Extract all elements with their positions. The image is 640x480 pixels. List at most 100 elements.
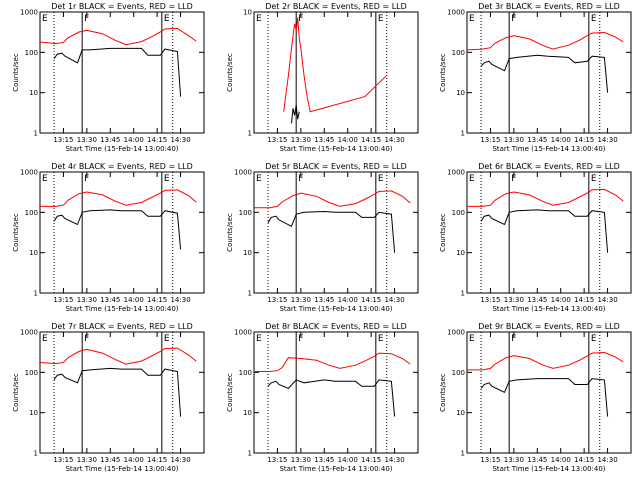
x-tick-label: 14:00	[551, 456, 571, 464]
y-tick-label: 100	[25, 369, 38, 377]
x-tick-label: 13:45	[100, 456, 120, 464]
x-tick-label: 13:15	[53, 296, 73, 304]
x-tick-label: 14:30	[170, 456, 190, 464]
chart-panel-5: Det 5r BLACK = Events, RED = LLD 1 10 100 10…	[226, 162, 419, 313]
series-line-lld	[466, 31, 624, 51]
plot-frame	[253, 171, 419, 294]
time-marker-label: E	[591, 14, 597, 24]
y-tick-label: 10	[29, 409, 38, 417]
y-axis-label: Counts/sec	[12, 53, 20, 92]
y-tick-label: 1	[34, 450, 38, 458]
x-tick-label: 13:15	[480, 456, 500, 464]
y-tick-label: 1000	[20, 329, 38, 337]
x-tick-label: 13:15	[480, 296, 500, 304]
series-line-lld	[254, 190, 411, 209]
chart-panel-1: Det 1r BLACK = Events, RED = LLD 1 10 100 10…	[12, 2, 205, 153]
y-tick-label: 1000	[447, 9, 465, 17]
series-line-events	[267, 210, 396, 253]
y-tick-label: 1	[248, 450, 252, 458]
y-axis-label: Counts/sec	[12, 213, 20, 252]
x-axis-label: Start Time (15-Feb-14 13:00:40)	[65, 305, 178, 313]
time-marker-label: F	[298, 174, 303, 184]
x-tick-label: 14:00	[338, 136, 358, 144]
y-tick-label: 10	[243, 9, 252, 17]
x-tick-label: 13:15	[53, 136, 73, 144]
plot-frame	[466, 331, 632, 454]
x-tick-label: 13:30	[504, 296, 524, 304]
y-axis-label: Counts/sec	[12, 373, 20, 412]
time-marker-label: F	[84, 334, 89, 344]
x-tick-label: 14:00	[551, 296, 571, 304]
y-tick-label: 100	[452, 369, 465, 377]
time-marker-label: F	[298, 334, 303, 344]
x-tick-label: 13:15	[480, 136, 500, 144]
plot-frame	[39, 331, 205, 454]
chart-title: Det 2r BLACK = Events, RED = LLD	[265, 2, 407, 11]
x-axis-label: Start Time (15-Feb-14 13:00:40)	[492, 305, 605, 313]
x-axis-label: Start Time (15-Feb-14 13:00:40)	[65, 465, 178, 473]
chart-title: Det 6r BLACK = Events, RED = LLD	[478, 162, 620, 171]
y-tick-label: 100	[452, 49, 465, 57]
x-tick-label: 13:15	[267, 136, 287, 144]
time-marker-label: E	[42, 14, 48, 24]
x-tick-label: 14:30	[170, 136, 190, 144]
x-tick-label: 13:30	[291, 456, 311, 464]
y-tick-label: 1	[461, 130, 465, 138]
x-tick-label: 14:15	[574, 136, 594, 144]
plot-frame	[253, 11, 419, 134]
y-tick-label: 100	[25, 49, 38, 57]
x-tick-label: 14:00	[124, 136, 144, 144]
x-tick-label: 13:15	[53, 456, 73, 464]
x-tick-label: 13:45	[314, 136, 334, 144]
x-tick-label: 13:45	[100, 136, 120, 144]
series-line-events	[53, 209, 182, 250]
y-tick-label: 10	[29, 89, 38, 97]
x-tick-label: 13:30	[504, 136, 524, 144]
time-marker-label: E	[591, 334, 597, 344]
y-tick-label: 1000	[234, 169, 252, 177]
chart-panel-3: Det 3r BLACK = Events, RED = LLD 1 10 100 10…	[439, 2, 632, 153]
plot-frame	[253, 331, 419, 454]
plot-frame	[39, 171, 205, 294]
chart-panel-7: Det 7r BLACK = Events, RED = LLD 1 10 100 10…	[12, 322, 205, 473]
plot-frame	[466, 11, 632, 134]
time-marker-label: E	[256, 14, 262, 24]
y-tick-label: 1	[248, 130, 252, 138]
chart-title: Det 9r BLACK = Events, RED = LLD	[478, 322, 620, 331]
x-tick-label: 14:15	[361, 456, 381, 464]
y-axis-label: Counts/sec	[226, 213, 234, 252]
time-marker-label: E	[164, 14, 170, 24]
chart-title: Det 5r BLACK = Events, RED = LLD	[265, 162, 407, 171]
time-marker-label: F	[511, 174, 516, 184]
y-tick-label: 100	[239, 369, 252, 377]
time-marker-label: E	[378, 14, 384, 24]
time-marker-label: E	[164, 174, 170, 184]
x-tick-label: 14:30	[597, 296, 617, 304]
y-tick-label: 10	[456, 249, 465, 257]
chart-panel-2: Det 2r BLACK = Events, RED = LLD 1 10 13:15…	[226, 2, 419, 153]
x-tick-label: 14:00	[338, 456, 358, 464]
series-line-lld	[39, 27, 197, 46]
x-axis-label: Start Time (15-Feb-14 13:00:40)	[492, 465, 605, 473]
x-tick-label: 14:30	[597, 136, 617, 144]
y-tick-label: 10	[243, 249, 252, 257]
x-tick-label: 14:00	[551, 136, 571, 144]
plot-frame	[39, 11, 205, 134]
x-axis-label: Start Time (15-Feb-14 13:00:40)	[279, 465, 392, 473]
x-tick-label: 13:45	[527, 456, 547, 464]
x-tick-label: 13:30	[77, 456, 97, 464]
time-marker-label: E	[469, 14, 475, 24]
series-line-lld	[254, 352, 411, 372]
time-marker-label: F	[511, 14, 516, 24]
plot-frame	[466, 171, 632, 294]
x-tick-label: 14:00	[124, 296, 144, 304]
y-tick-label: 1	[248, 290, 252, 298]
x-axis-label: Start Time (15-Feb-14 13:00:40)	[279, 145, 392, 153]
x-tick-label: 14:15	[574, 456, 594, 464]
x-tick-label: 13:15	[267, 456, 287, 464]
y-tick-label: 10	[456, 89, 465, 97]
time-marker-label: E	[42, 334, 48, 344]
y-axis-label: Counts/sec	[439, 53, 447, 92]
y-tick-label: 1000	[447, 169, 465, 177]
